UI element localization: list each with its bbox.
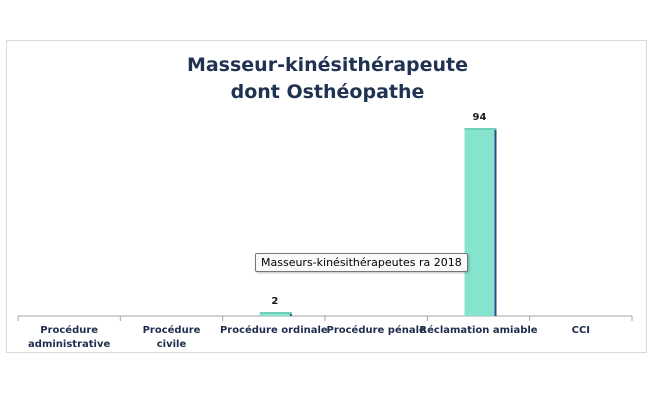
- x-tick-label: Procédure: [143, 324, 201, 336]
- chart-title: Masseur-kinésithérapeute dont Osthéopath…: [0, 52, 655, 106]
- bar-shadow: [494, 130, 497, 316]
- bar-top: [464, 128, 497, 130]
- x-tick-label: administrative: [28, 339, 110, 350]
- chart-title-line-2: dont Osthéopathe: [230, 81, 425, 103]
- bar-group[interactable]: [464, 128, 497, 316]
- data-label: 2: [271, 296, 278, 307]
- bar-group[interactable]: [259, 312, 292, 316]
- x-tick-label: Procédure ordinale: [220, 324, 328, 336]
- x-tick-label: CCI: [572, 325, 590, 336]
- bar[interactable]: [464, 128, 495, 316]
- series-tooltip: Masseurs-kinésithérapeutes ra 2018: [255, 253, 468, 272]
- x-tick-label: Procédure: [40, 324, 98, 336]
- data-label: 94: [473, 112, 487, 123]
- chart-title-line-1: Masseur-kinésithérapeute: [186, 54, 469, 76]
- x-tick-label: civile: [157, 339, 187, 350]
- bar-top: [259, 312, 292, 314]
- x-tick-label: Réclamation amiable: [419, 324, 537, 336]
- x-tick-label: Procédure pénale: [326, 324, 426, 336]
- chart-area: [6, 40, 647, 353]
- bar-shadow: [289, 314, 292, 316]
